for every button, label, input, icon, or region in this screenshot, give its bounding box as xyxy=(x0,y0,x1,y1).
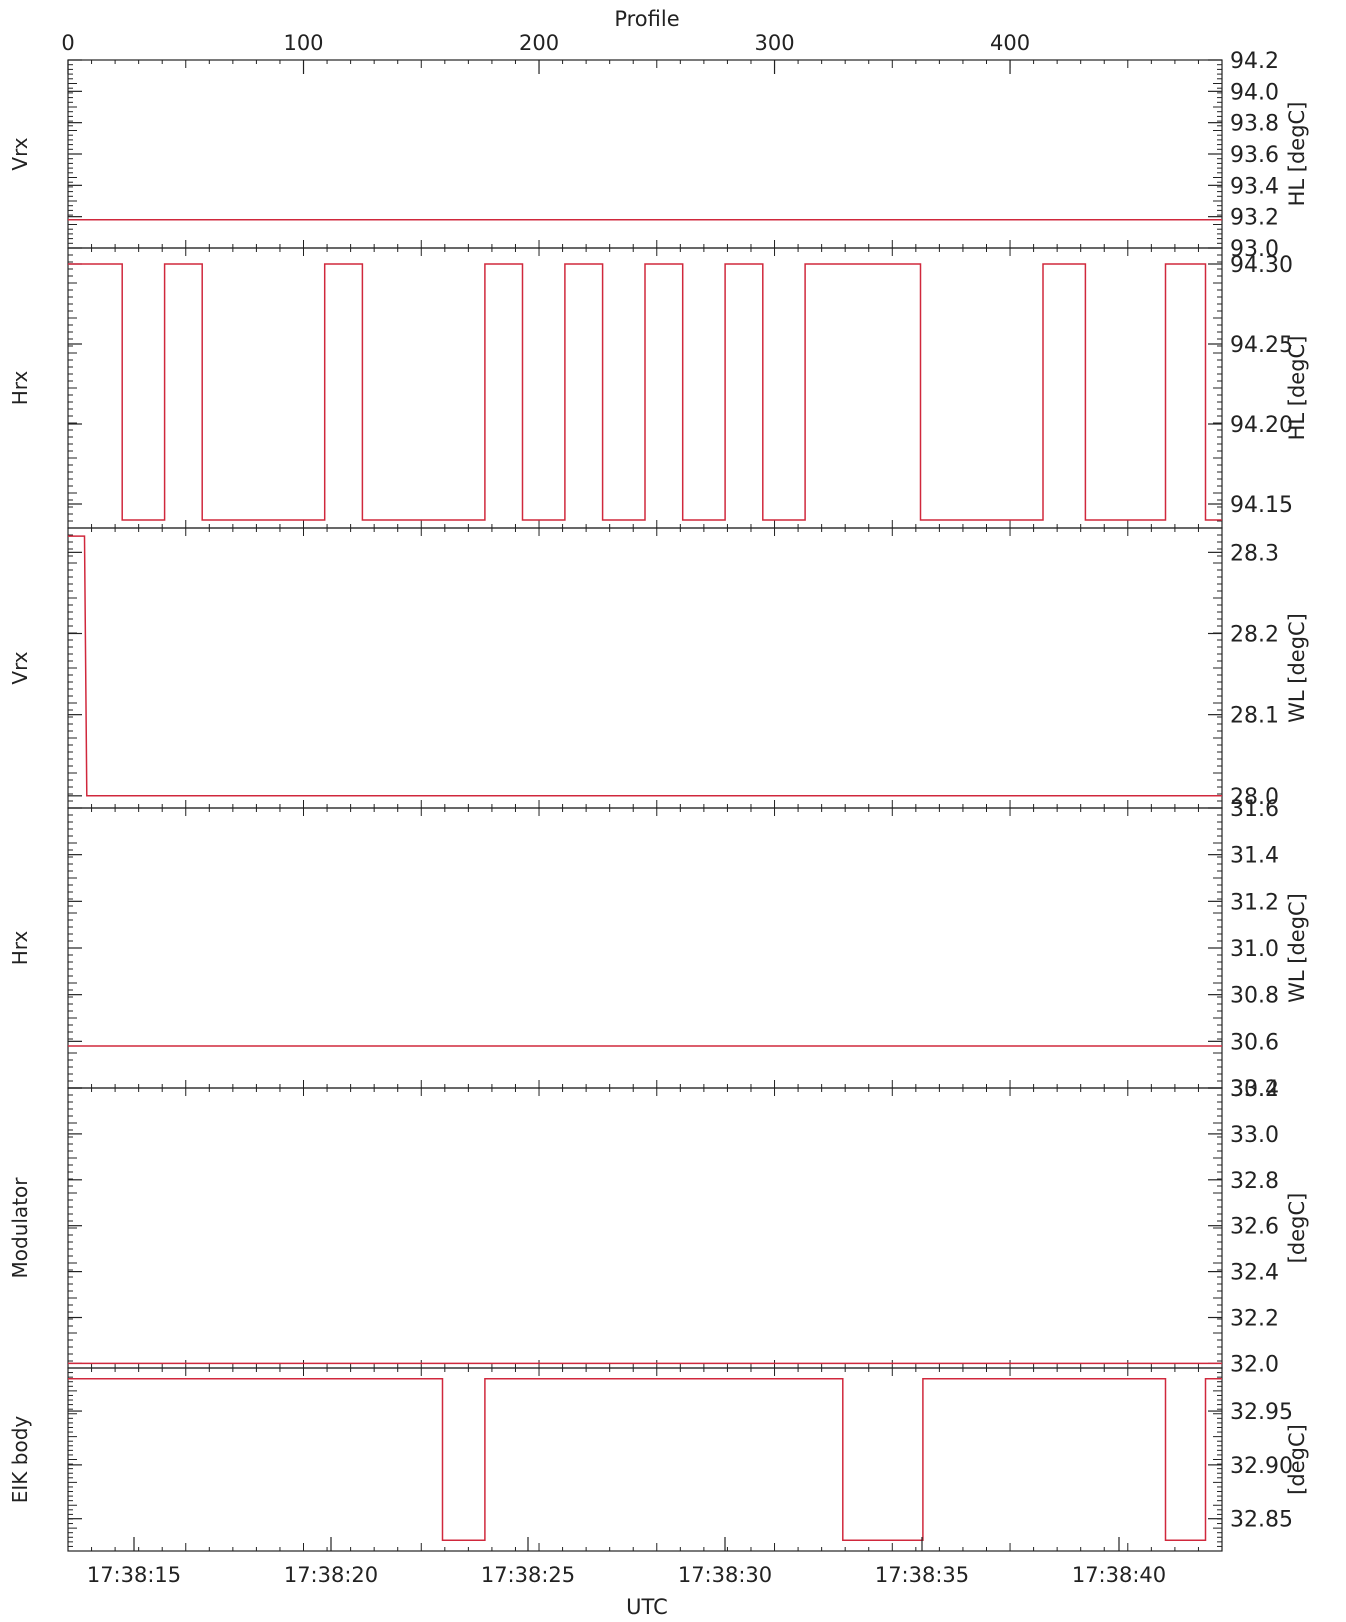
y-tick-label: 28.0 xyxy=(1230,785,1279,810)
panel-frame xyxy=(67,527,1223,809)
y-tick-label: 94.25 xyxy=(1230,333,1293,358)
left-axis-label: EIK body xyxy=(8,1416,32,1504)
right-axis-label: WL [degC] xyxy=(1285,893,1309,1003)
left-axis-label: Hrx xyxy=(8,931,32,966)
panel-2: 94.15 94.20 94.25 94.30 Hrx HL [degC] xyxy=(8,247,1309,529)
utc-tick-label: 17:38:30 xyxy=(678,1563,772,1587)
profile-axis-label: Profile xyxy=(614,7,679,31)
y-tick-label: 32.85 xyxy=(1230,1508,1293,1533)
y-tick-label: 31.4 xyxy=(1230,844,1279,869)
right-axis-label: [degC] xyxy=(1285,1193,1309,1264)
y-tick-label: 33.0 xyxy=(1230,1123,1279,1148)
utc-tick-label: 17:38:15 xyxy=(87,1563,181,1587)
y-tick-label: 32.6 xyxy=(1230,1215,1279,1240)
profile-tick-label: 200 xyxy=(519,31,559,55)
y-tick-label: 93.6 xyxy=(1230,143,1279,168)
right-axis-label: [degC] xyxy=(1285,1424,1309,1495)
y-tick-label: 93.2 xyxy=(1230,206,1279,231)
profile-tick-label: 100 xyxy=(283,31,323,55)
y-tick-label: 31.2 xyxy=(1230,890,1279,915)
utc-tick-label: 17:38:40 xyxy=(1072,1563,1166,1587)
y-tick-label: 32.90 xyxy=(1230,1454,1293,1479)
panel-frame xyxy=(67,1367,1223,1552)
series-line xyxy=(68,535,1222,797)
y-tick-label: 31.6 xyxy=(1230,797,1279,822)
left-axis-label: Vrx xyxy=(8,651,32,684)
y-tick-label: 32.8 xyxy=(1230,1169,1279,1194)
panel-3: 28.0 28.1 28.2 28.3 Vrx WL [degC] xyxy=(8,527,1309,810)
y-tick-label: 93.4 xyxy=(1230,174,1279,199)
panel-6: 32.85 32.90 32.95 EIK body [degC] xyxy=(8,1367,1309,1552)
y-tick-label: 94.2 xyxy=(1230,49,1279,74)
right-axis-label: HL [degC] xyxy=(1285,102,1309,207)
utc-axis-label: UTC xyxy=(626,1595,668,1619)
right-axis-label: WL [degC] xyxy=(1285,613,1309,723)
y-tick-label: 33.2 xyxy=(1230,1077,1279,1102)
left-axis-label: Vrx xyxy=(8,137,32,170)
right-axis-label: HL [degC] xyxy=(1285,336,1309,441)
y-tick-label: 28.1 xyxy=(1230,704,1279,729)
y-tick-label: 30.4 xyxy=(1230,1077,1279,1102)
utc-tick-label: 17:38:20 xyxy=(284,1563,378,1587)
y-tick-label: 32.4 xyxy=(1230,1261,1279,1286)
y-tick-label: 93.0 xyxy=(1230,237,1279,262)
panel-4: 30.4 30.6 30.8 31.0 31.2 31.4 31.6 Hrx WL [degC] xyxy=(8,797,1309,1102)
profile-axis: 0 100 200 300 400 xyxy=(61,31,1030,74)
profile-tick-label: 0 xyxy=(61,31,74,55)
y-tick-label: 28.3 xyxy=(1230,541,1279,566)
panels: 93.0 93.2 93.4 93.6 93.8 94.0 94.2 Vrx HL [degC]… xyxy=(8,49,1309,1552)
y-tick-label: 28.2 xyxy=(1230,623,1279,648)
y-tick-label: 94.20 xyxy=(1230,413,1293,438)
utc-tick-label: 17:38:35 xyxy=(875,1563,969,1587)
y-tick-label: 32.95 xyxy=(1230,1400,1293,1425)
y-tick-label: 30.6 xyxy=(1230,1030,1279,1055)
y-tick-label: 30.8 xyxy=(1230,984,1279,1009)
y-tick-label: 94.15 xyxy=(1230,493,1293,518)
profile-tick-label: 300 xyxy=(754,31,794,55)
series-line xyxy=(68,1378,1222,1541)
y-tick-label: 93.8 xyxy=(1230,112,1279,137)
left-axis-label: Modulator xyxy=(8,1177,32,1279)
utc-tick-label: 17:38:25 xyxy=(481,1563,575,1587)
y-tick-label: 32.2 xyxy=(1230,1307,1279,1332)
panel-1: 93.0 93.2 93.4 93.6 93.8 94.0 94.2 Vrx HL [degC] xyxy=(8,49,1309,262)
y-tick-label: 94.0 xyxy=(1230,80,1279,105)
y-tick-label: 31.0 xyxy=(1230,937,1279,962)
utc-axis: 17:38:15 17:38:20 17:38:25 17:38:30 17:38:35… xyxy=(87,1537,1166,1587)
profile-tick-label: 400 xyxy=(990,31,1030,55)
y-tick-label: 32.0 xyxy=(1230,1352,1279,1377)
left-axis-label: Hrx xyxy=(8,371,32,406)
panel-5: 32.0 32.2 32.4 32.6 32.8 33.0 33.2 Modulator [de… xyxy=(8,1077,1309,1377)
series-line xyxy=(68,263,1222,521)
panel-frame xyxy=(67,1087,1223,1369)
y-tick-label: 94.30 xyxy=(1230,253,1293,278)
